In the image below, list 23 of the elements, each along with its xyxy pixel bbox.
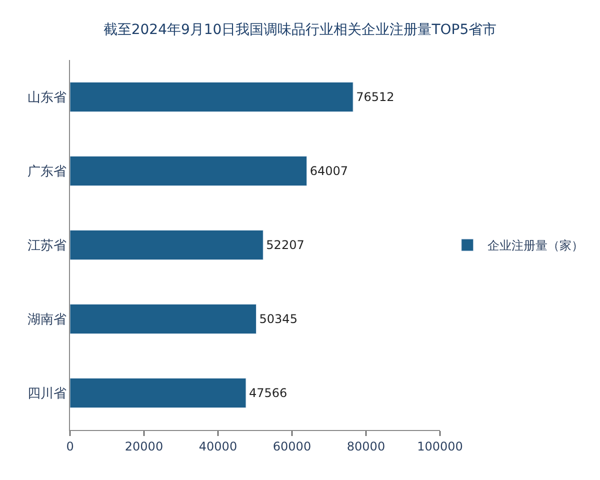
- bar: [70, 156, 308, 186]
- y-tick-label: 山东省: [27, 90, 66, 106]
- chart-title: 截至2024年9月10日我国调味品行业相关企业注册量TOP5省市: [103, 22, 497, 38]
- x-tick-label: 60000: [272, 439, 312, 454]
- bar: [70, 304, 257, 334]
- y-tick-label: 四川省: [27, 386, 66, 402]
- y-tick-label: 湖南省: [27, 312, 66, 328]
- y-tick-label: 江苏省: [27, 238, 66, 254]
- x-tick-label: 20000: [124, 439, 164, 454]
- x-tick-label: 0: [66, 439, 74, 454]
- bar: [70, 82, 354, 112]
- data-label: 52207: [266, 238, 304, 252]
- data-label: 76512: [356, 90, 394, 104]
- legend-label: 企业注册量（家）: [487, 238, 584, 253]
- bar: [70, 378, 246, 408]
- data-label: 50345: [259, 312, 298, 326]
- data-label: 47566: [248, 386, 288, 400]
- x-tick-label: 80000: [346, 439, 386, 454]
- x-tick-label: 100000: [417, 439, 463, 454]
- x-tick-label: 40000: [198, 439, 238, 454]
- bar: [70, 230, 264, 260]
- y-tick-label: 广东省: [27, 164, 66, 180]
- data-label: 64007: [310, 164, 348, 178]
